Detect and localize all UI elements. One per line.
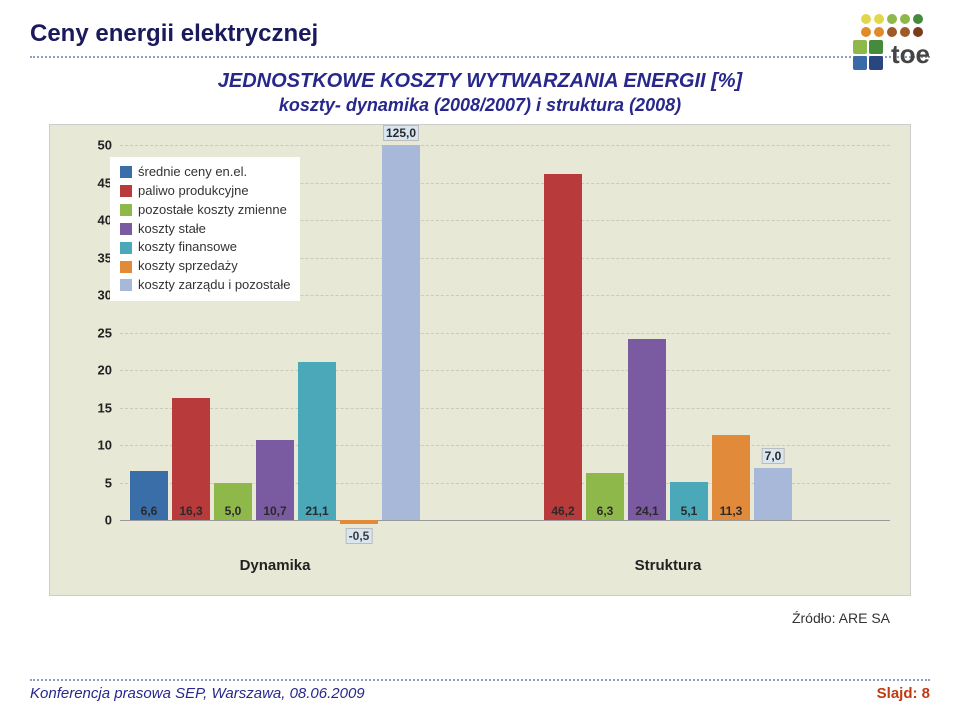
logo-text: toe: [891, 39, 930, 70]
subtitle-1: JEDNOSTKOWE KOSZTY WYTWARZANIA ENERGII […: [30, 70, 930, 93]
footer-rule: [30, 675, 930, 681]
title-rule: [30, 52, 930, 58]
chart: 051015202530354045506,616,35,010,721,1-0…: [49, 124, 911, 596]
legend-item: średnie ceny en.el.: [120, 163, 290, 182]
bar: 6,6: [130, 471, 168, 521]
legend-item: pozostałe koszty zmienne: [120, 201, 290, 220]
bar: 7,0: [754, 468, 792, 521]
bar: 10,7: [256, 440, 294, 520]
source-label: Źródło: ARE SA: [30, 610, 890, 626]
bar-value-label: 7,0: [762, 448, 785, 464]
slide-number: Slajd: 8: [877, 685, 930, 702]
bar-value-label: 11,3: [712, 504, 750, 518]
bar: 16,3: [172, 398, 210, 520]
legend-item: koszty zarządu i pozostałe: [120, 276, 290, 295]
bar: -0,5: [340, 520, 378, 524]
legend-item: paliwo produkcyjne: [120, 182, 290, 201]
bar-value-label: 16,3: [172, 504, 210, 518]
bar-value-label: 125,0: [383, 125, 419, 141]
subtitle-2: koszty- dynamika (2008/2007) i struktura…: [30, 95, 930, 116]
bar-value-label: 21,1: [298, 504, 336, 518]
bar: 46,2: [544, 174, 582, 521]
bar-value-label: 24,1: [628, 504, 666, 518]
bar-value-label: 5,0: [214, 504, 252, 518]
bar: 11,3: [712, 435, 750, 520]
bar-value-label: -0,5: [346, 528, 373, 544]
legend-item: koszty finansowe: [120, 238, 290, 257]
bar: 5,0: [214, 483, 252, 521]
category-label: Struktura: [544, 557, 792, 574]
bar: 24,1: [628, 339, 666, 520]
bar-value-label: 46,2: [544, 504, 582, 518]
legend-item: koszty stałe: [120, 220, 290, 239]
bar-value-label: 6,6: [130, 504, 168, 518]
legend-item: koszty sprzedaży: [120, 257, 290, 276]
logo: toe: [853, 14, 930, 70]
bar: 125,0: [382, 145, 420, 520]
category-label: Dynamika: [130, 557, 420, 574]
legend: średnie ceny en.el.paliwo produkcyjnepoz…: [110, 157, 300, 301]
bar-value-label: 5,1: [670, 504, 708, 518]
bar: 21,1: [298, 362, 336, 520]
bar-value-label: 10,7: [256, 504, 294, 518]
footer-left: Konferencja prasowa SEP, Warszawa, 08.06…: [30, 685, 365, 702]
page-title: Ceny energii elektrycznej: [30, 20, 930, 48]
bar: 5,1: [670, 482, 708, 520]
bar: 6,3: [586, 473, 624, 520]
bar-value-label: 6,3: [586, 504, 624, 518]
